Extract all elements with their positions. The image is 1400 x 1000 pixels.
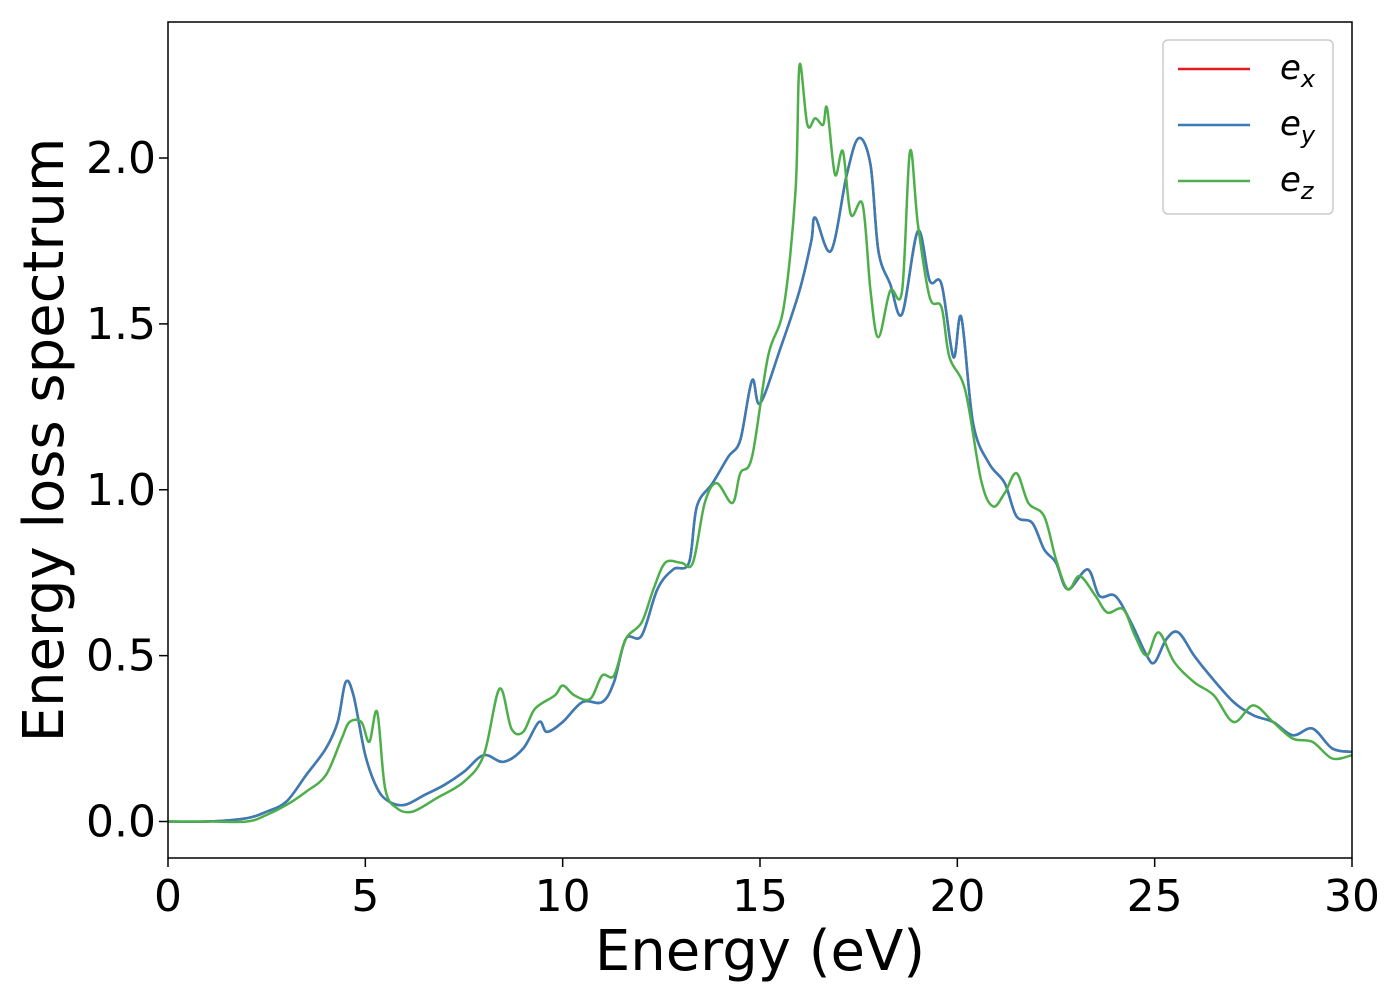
x-axis-label: Energy (eV) <box>595 919 925 984</box>
legend-label-base: e <box>1280 104 1301 144</box>
legend-box <box>1162 39 1334 215</box>
legend-label-e-x: ex <box>1280 48 1316 93</box>
x-tick-label: 15 <box>732 871 788 922</box>
legend-label-e-z: ez <box>1280 160 1315 205</box>
x-tick-label: 10 <box>535 871 591 922</box>
legend-label-base: e <box>1280 160 1301 200</box>
series-line-e-z <box>168 62 1352 824</box>
legend-label-subscript: z <box>1300 177 1315 205</box>
x-tick-label: 30 <box>1324 871 1380 922</box>
legend-label-subscript: x <box>1300 65 1316 93</box>
y-tick-label: 2.0 <box>86 133 156 184</box>
legend-label-subscript: y <box>1300 121 1316 149</box>
series-line-e-x <box>168 136 1352 824</box>
y-axis-ticks: 0.0 0.5 1.0 1.5 2.0 <box>86 133 168 848</box>
y-axis-label: Energy loss spectrum <box>12 138 77 743</box>
x-axis-ticks: 0 5 10 15 20 25 30 <box>154 858 1380 922</box>
legend-label-base: e <box>1280 48 1301 88</box>
x-tick-label: 0 <box>154 871 182 922</box>
legend-label-e-y: ey <box>1280 104 1316 149</box>
y-tick-label: 0.0 <box>86 797 156 848</box>
y-tick-label: 1.0 <box>86 465 156 516</box>
y-tick-label: 1.5 <box>86 299 156 350</box>
x-tick-label: 25 <box>1127 871 1183 922</box>
x-tick-label: 20 <box>929 871 985 922</box>
series-line-e-y <box>168 136 1352 824</box>
x-tick-label: 5 <box>351 871 379 922</box>
series-layer <box>168 62 1352 824</box>
y-tick-label: 0.5 <box>86 631 156 682</box>
